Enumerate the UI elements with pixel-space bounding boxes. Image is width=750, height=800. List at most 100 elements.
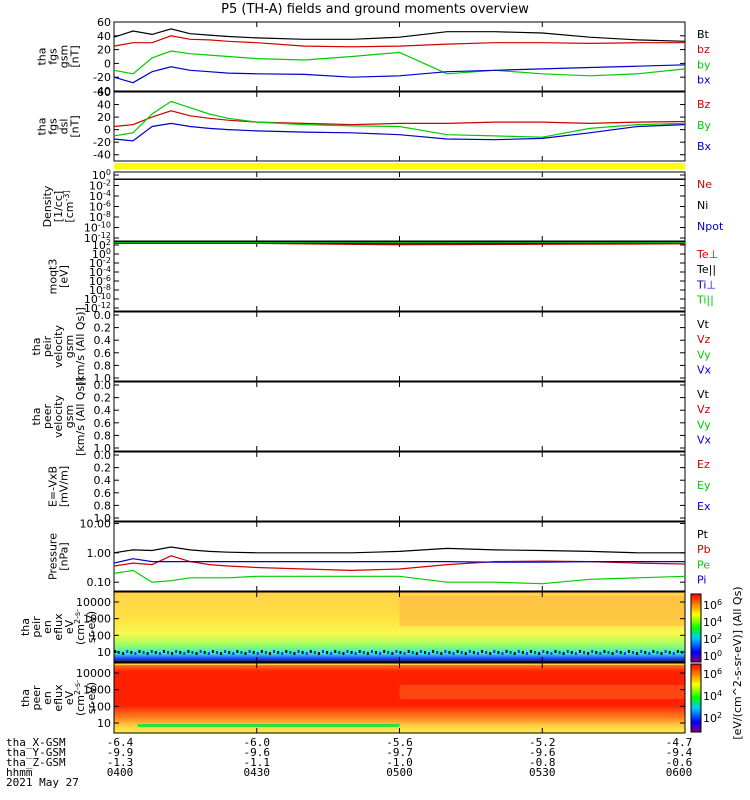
spectrogram-noise-cell (338, 651, 341, 654)
spectrogram-noise-cell (497, 651, 500, 654)
spectrogram-noise-cell (415, 652, 418, 655)
panel-frame (113, 21, 686, 92)
colorbar-top (690, 593, 702, 663)
series-line-by (113, 50, 686, 77)
spectrogram-noise-cell (175, 650, 178, 653)
spectrogram-noise-cell (460, 651, 463, 654)
spectrogram-noise-cell (468, 650, 471, 653)
footer-value: -1.1 (244, 756, 271, 769)
y-axis-label: tha (30, 407, 43, 425)
spectrogram-noise-cell (591, 650, 594, 653)
y-tick-label: 0.4 (94, 474, 112, 487)
y-axis-label: gsm (63, 335, 76, 358)
footer-row-label: tha_Z-GSM (6, 756, 66, 769)
legend-entry: Ne (697, 178, 712, 191)
spectrogram-noise-cell (309, 650, 312, 653)
footer-value: -5.6 (386, 736, 413, 749)
y-tick-label: 0 (104, 124, 111, 137)
panel-frame (113, 311, 686, 382)
y-tick-label: -20 (93, 136, 111, 149)
footer-value: -6.4 (107, 736, 134, 749)
y-axis-label: peir (41, 335, 54, 357)
colorbar-tick-label: 102 (703, 632, 722, 646)
spectrogram-noise-cell (627, 650, 630, 653)
legend-entry: Ex (697, 500, 711, 513)
y-axis-label: sr-eV) (85, 611, 98, 643)
colorbar-tick-label: 102 (703, 711, 722, 725)
spectrogram-noise-cell (656, 651, 659, 654)
spectrogram-noise-cell (366, 652, 369, 655)
spectrogram-patch (399, 596, 685, 626)
spectrogram-noise-cell (399, 651, 402, 654)
spectrogram-noise-cell (224, 650, 227, 653)
y-tick-label: 0.2 (94, 392, 112, 405)
y-tick-label: 10 (97, 646, 111, 659)
spectrogram-noise-cell (317, 652, 320, 655)
y-axis-label: fgs (47, 48, 60, 65)
y-axis-label: dsl (58, 119, 71, 135)
colorbar-tick-label: 106 (703, 667, 722, 681)
y-axis-label: eV (63, 619, 76, 634)
y-axis-label: [nT] (69, 115, 82, 137)
spectrogram-noise-cell (672, 652, 675, 655)
y-tick-label: 0.6 (94, 347, 112, 360)
footer-value: -9.9 (107, 746, 134, 759)
legend-entry: Bz (697, 98, 711, 111)
spectrogram-noise-cell (215, 651, 218, 654)
legend-entry: By (697, 119, 712, 132)
legend-entry: Pb (697, 543, 711, 556)
y-axis-label: E=-VxB (47, 466, 60, 507)
y-tick-label: 0.4 (94, 404, 112, 417)
y-axis-label: gsm (58, 45, 71, 68)
y-tick-label: 1.0 (94, 512, 112, 525)
spectrogram-noise-cell (391, 652, 394, 655)
y-axis-label: eflux (52, 613, 65, 641)
spectrogram-noise-cell (448, 651, 451, 654)
spectrogram-noise-cell (419, 650, 422, 653)
spectrogram-patch (399, 685, 685, 699)
spectrogram-noise-cell (603, 650, 606, 653)
y-tick-label: -40 (93, 149, 111, 162)
spectrogram-noise-cell (587, 652, 590, 655)
y-tick-label: -20 (93, 71, 111, 84)
spectrogram-noise-cell (636, 652, 639, 655)
footer-value: 0430 (244, 766, 271, 779)
y-tick-label: 10000 (76, 596, 111, 609)
legend-entry: Vx (697, 434, 712, 447)
spectrogram-noise-cell (354, 652, 357, 655)
spectrogram-noise-cell (566, 650, 569, 653)
footer-value: -5.2 (529, 736, 556, 749)
legend-entry: Vy (697, 418, 711, 431)
y-tick-label: 100 (90, 629, 111, 642)
y-axis-label: gsm (63, 405, 76, 428)
legend-entry: Bx (697, 140, 712, 153)
spectrogram-noise-cell (236, 650, 239, 653)
spectrogram-noise-cell (126, 650, 129, 653)
y-axis-label: [cm-3] (62, 190, 76, 222)
spectrogram-noise-cell (130, 651, 133, 654)
spectrogram-noise-cell (256, 652, 259, 655)
panel-frame (113, 451, 686, 522)
panel-temperature: 102 100 10-2 10-4 10-6 10-8 10-10 10-12 … (47, 238, 719, 315)
footer-value: -9.6 (244, 746, 271, 759)
y-tick-label: 1.0 (94, 372, 112, 385)
spectrogram-noise-cell (578, 650, 581, 653)
panel-density: 100 10-2 10-4 10-6 10-8 10-10 10-12 Dens… (41, 168, 724, 245)
y-axis-label: peer (41, 404, 54, 430)
legend-entry: Pi (697, 574, 706, 587)
footer-value: -9.7 (386, 746, 413, 759)
footer-row-label: tha_Y-GSM (6, 746, 66, 759)
panel-peir-velocity: 0.00.20.40.60.81.0 thapeirvelocitygsm[km/… (30, 307, 712, 386)
spectrogram-noise-cell (350, 651, 353, 654)
spectrogram-noise-cell (452, 652, 455, 655)
y-tick-label: 20 (97, 44, 111, 57)
y-tick-label: 0.8 (94, 359, 112, 372)
spectrogram-noise-cell (432, 650, 435, 653)
legend-entry: by (697, 58, 711, 71)
y-axis-label: Density (41, 185, 54, 227)
series-line-pi (113, 558, 685, 564)
y-axis-label: peir (30, 616, 43, 638)
spectrogram-green-band (137, 724, 400, 727)
spectrogram-noise-cell (428, 652, 431, 655)
